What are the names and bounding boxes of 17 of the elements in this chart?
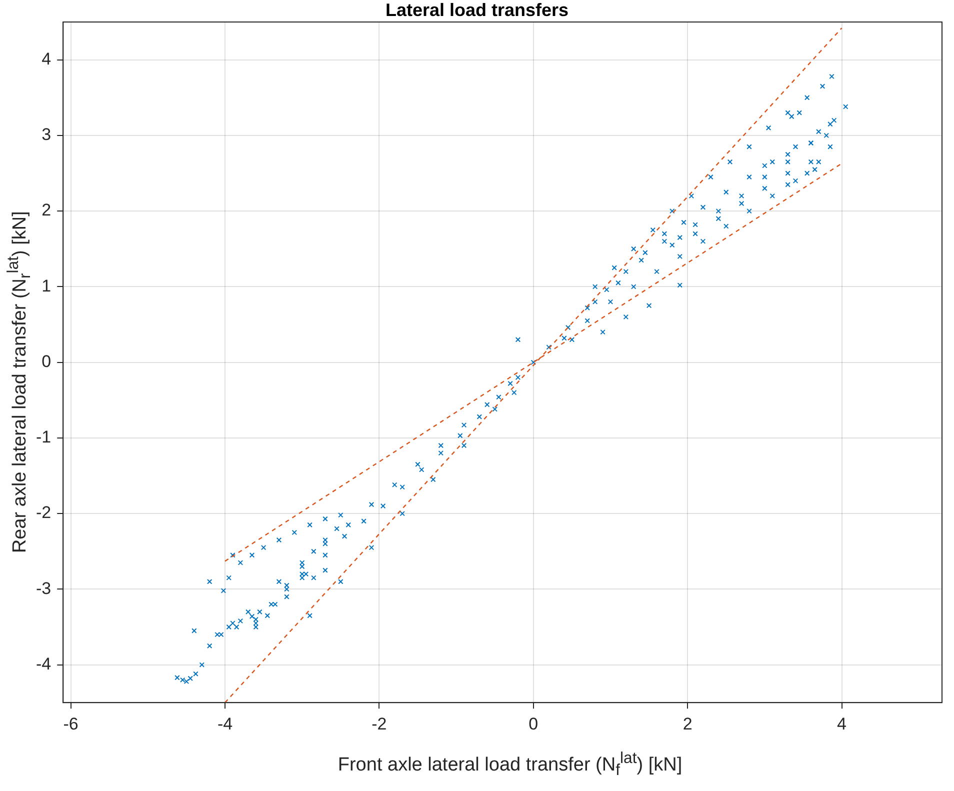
y-tick-label: 1	[42, 276, 52, 296]
y-tick-label: 0	[42, 352, 52, 371]
x-tick-label: 2	[682, 714, 692, 734]
x-tick-label: -2	[372, 714, 387, 734]
chart-title: Lateral load transfers	[384, 0, 570, 21]
y-tick-label: 3	[42, 125, 52, 144]
y-tick-label: 2	[42, 200, 52, 220]
y-tick-label: -4	[36, 654, 52, 674]
x-tick-label: 4	[837, 714, 847, 734]
x-tick-label: 0	[528, 714, 538, 734]
y-tick-label: -3	[36, 578, 52, 598]
x-tick-label: -6	[63, 714, 78, 734]
x-axis-title: Front axle lateral load transfer (N$_{f}$$^{lat}$) [kN]	[336, 750, 684, 780]
y-tick-label: -2	[36, 503, 52, 522]
y-tick-label: -1	[36, 428, 52, 447]
x-tick-label: -4	[217, 714, 233, 734]
y-tick-label: 4	[42, 50, 52, 68]
